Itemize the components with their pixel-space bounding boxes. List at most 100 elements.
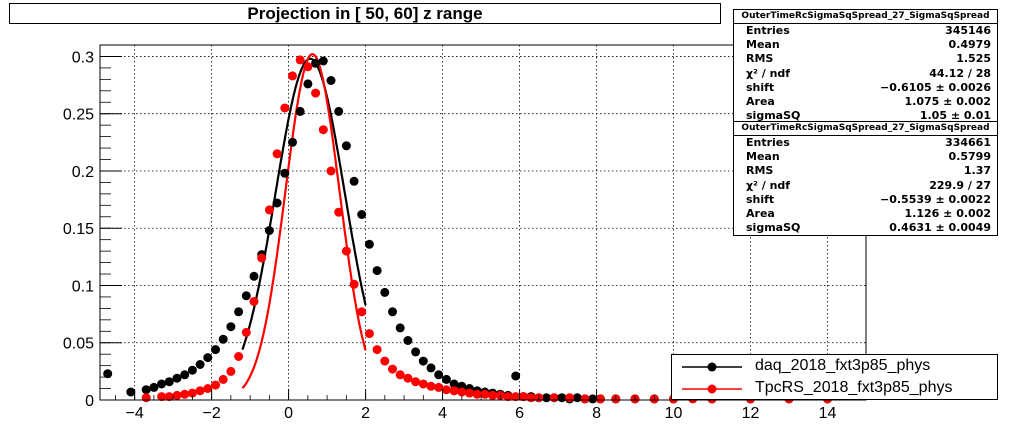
data-point (388, 364, 397, 374)
y-tick-label: 0.25 (63, 107, 94, 124)
data-point (418, 379, 428, 389)
data-point (549, 393, 559, 403)
stats-box-tpcrs: OuterTimeRcSigmaSqSpread_27_SigmaSqSprea… (733, 121, 998, 237)
data-point (518, 392, 528, 402)
y-tick-label: 0.15 (63, 221, 94, 238)
data-point (157, 379, 167, 389)
data-point (441, 385, 451, 395)
data-point (341, 246, 351, 256)
data-point (203, 353, 213, 363)
data-point (388, 307, 397, 317)
data-point (141, 385, 151, 395)
data-point (203, 384, 213, 393)
data-point (395, 323, 405, 333)
data-point (372, 266, 382, 276)
x-tick-label: 8 (592, 405, 601, 422)
data-point (364, 329, 374, 339)
axis-ticks (100, 55, 867, 401)
data-point (157, 392, 167, 402)
legend-label: daq_2018_fxt3p85_phys (755, 357, 931, 374)
data-point (403, 373, 413, 383)
data-point (580, 394, 590, 404)
data-point (403, 336, 413, 345)
data-point (218, 374, 228, 384)
data-point (211, 380, 220, 390)
data-point (334, 207, 344, 217)
stats-box-daq: OuterTimeRcSigmaSqSpread_27_SigmaSqSprea… (733, 9, 998, 125)
data-point (303, 62, 313, 72)
data-point (411, 347, 421, 357)
data-point (511, 371, 521, 381)
stats-row: RMS 1.525 (746, 52, 991, 66)
data-point (257, 253, 267, 263)
data-point (164, 377, 174, 387)
stats-row: sigmaSQ 1.05 ± 0.01 (746, 109, 991, 123)
data-point (441, 374, 451, 384)
data-point (411, 377, 421, 387)
data-point (326, 166, 336, 176)
data-point (249, 297, 259, 306)
data-point (180, 389, 190, 399)
data-point (380, 356, 390, 366)
data-point (288, 71, 297, 81)
data-point (241, 327, 251, 337)
x-tick-label: 0 (284, 405, 293, 422)
y-tick-label: 0.05 (63, 336, 94, 353)
stats-row: Entries 345146 (746, 24, 991, 37)
data-point (264, 226, 274, 235)
stats-row: Area 1.126 ± 0.002 (746, 206, 991, 220)
data-point (349, 176, 359, 186)
data-point (511, 392, 521, 402)
x-tick-label: −4 (126, 405, 144, 422)
data-point (141, 393, 151, 403)
data-point (288, 137, 297, 147)
stats-row: RMS 1.37 (746, 164, 991, 178)
data-point (211, 345, 220, 355)
data-point (172, 390, 182, 400)
data-point (434, 382, 444, 392)
data-point (103, 369, 113, 379)
data-point (187, 365, 197, 375)
data-point (311, 88, 321, 98)
data-point (488, 390, 498, 400)
x-tick-label: 4 (438, 405, 447, 422)
data-point (249, 271, 259, 281)
data-point (280, 103, 290, 113)
fit-curve (241, 57, 367, 350)
data-point (503, 392, 513, 402)
x-tick-label: 2 (361, 405, 370, 422)
stats-row: shift −0.6105 ± 0.0026 (746, 80, 991, 94)
data-point (295, 106, 305, 116)
data-point (426, 381, 436, 391)
data-point (465, 388, 474, 398)
data-point (426, 363, 436, 373)
data-point (334, 106, 344, 116)
legend-entry-daq: daq_2018_fxt3p85_phys (672, 356, 997, 378)
y-tick-label: 0.2 (72, 164, 94, 181)
data-point (303, 79, 313, 89)
chart-title: Projection in [ 50, 60] z range (9, 3, 721, 24)
x-tick-label: −2 (203, 405, 221, 422)
data-point (295, 55, 305, 65)
data-point (449, 386, 459, 396)
data-point (472, 389, 482, 399)
data-point (372, 345, 382, 355)
x-tick-label: 14 (819, 405, 837, 422)
stats-row: sigmaSQ 0.4631 ± 0.0049 (746, 221, 991, 235)
data-point (588, 394, 598, 404)
stats-row: Entries 334661 (746, 136, 991, 149)
data-point (434, 370, 444, 380)
legend-label: TpcRS_2018_fxt3p85_phys (755, 379, 953, 396)
data-point (226, 322, 236, 332)
data-point (172, 373, 182, 383)
data-point (180, 370, 190, 380)
data-point (234, 352, 244, 361)
data-point (526, 393, 536, 403)
data-point (357, 307, 367, 317)
data-point (349, 279, 359, 289)
data-point (418, 356, 428, 366)
data-point (126, 387, 136, 397)
stats-box-title: OuterTimeRcSigmaSqSpread_27_SigmaSqSprea… (734, 122, 997, 136)
data-point (357, 210, 367, 219)
